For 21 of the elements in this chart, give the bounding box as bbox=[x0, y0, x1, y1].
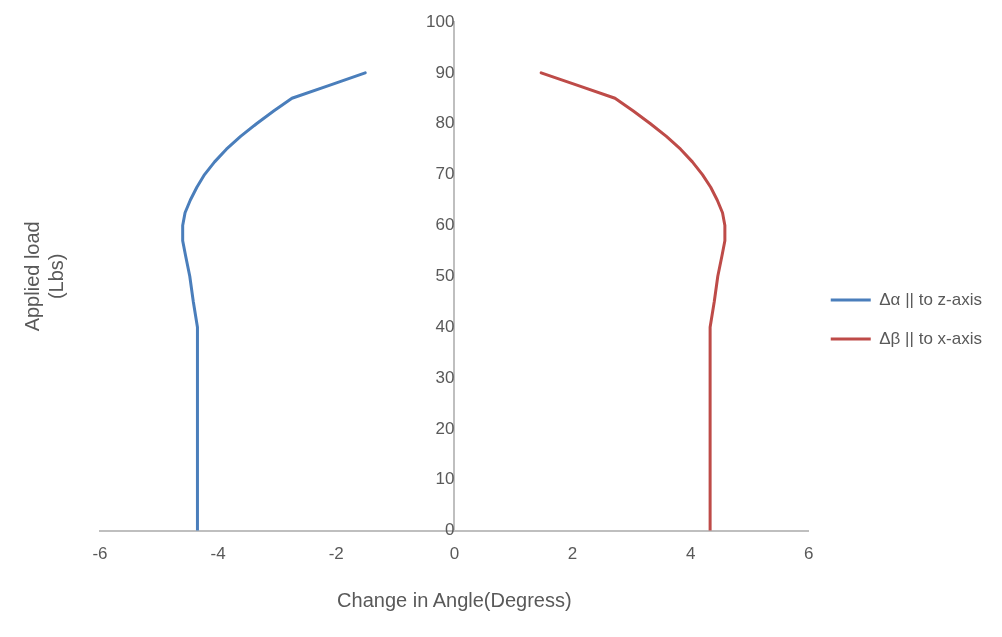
x-tick-label: -6 bbox=[92, 544, 108, 564]
y-tick-label: 70 bbox=[435, 164, 455, 184]
y-tick-label: 0 bbox=[444, 520, 455, 540]
y-axis-title: Applied load (Lbs) bbox=[20, 221, 67, 332]
y-tick-label: 50 bbox=[435, 265, 455, 285]
x-axis-title: Change in Angle(Degress) bbox=[337, 588, 572, 611]
y-tick-label: 90 bbox=[435, 62, 455, 82]
x-tick-label: 6 bbox=[804, 544, 814, 564]
x-tick-label: 2 bbox=[567, 544, 578, 564]
y-tick-label: 100 bbox=[426, 11, 455, 31]
x-tick-label: -2 bbox=[328, 544, 344, 564]
x-tick-label: -4 bbox=[210, 544, 226, 564]
y-tick-label: 30 bbox=[435, 367, 455, 387]
x-tick-label: 4 bbox=[685, 544, 696, 564]
legend-label: Δβ || to x-axis bbox=[879, 328, 982, 348]
y-tick-label: 40 bbox=[435, 316, 455, 336]
legend-label: Δα || to z-axis bbox=[879, 289, 983, 309]
y-tick-label: 10 bbox=[435, 469, 455, 489]
y-tick-label: 20 bbox=[435, 418, 455, 438]
y-tick-label: 80 bbox=[435, 113, 455, 133]
y-tick-label: 60 bbox=[435, 215, 455, 235]
